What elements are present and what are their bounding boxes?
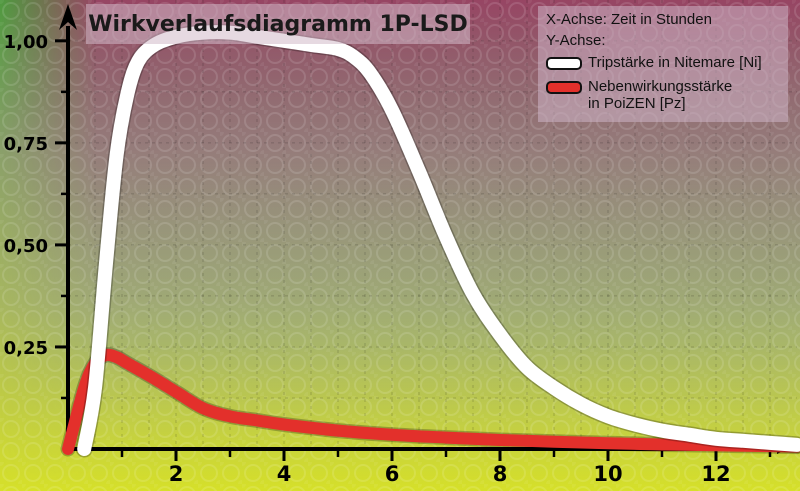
series-line-tripstaerke xyxy=(77,25,800,456)
y-tick-label: 0,50 xyxy=(4,236,48,257)
legend-x-axis-note: X-Achse: Zeit in Stunden xyxy=(546,11,712,28)
legend: X-Achse: Zeit in Stunden Y-Achse: Tripst… xyxy=(538,6,788,122)
legend-entry-side-effect: Nebenwirkungsstärke in PoiZEN [Pz] xyxy=(546,78,732,112)
legend-swatch-white xyxy=(546,57,582,70)
y-tick-label: 0,75 xyxy=(4,134,48,155)
x-tick-label: 2 xyxy=(169,462,184,486)
legend-label-trip: Tripstärke in Nitemare [Ni] xyxy=(588,54,762,71)
legend-swatch-red xyxy=(546,81,582,94)
y-tick-label: 1,00 xyxy=(4,32,48,53)
legend-entry-trip: Tripstärke in Nitemare [Ni] xyxy=(546,54,762,71)
x-tick-label: 6 xyxy=(385,462,400,486)
series-line-nebenwirkung xyxy=(62,348,800,455)
y-axis-arrow xyxy=(59,4,77,30)
title-box: Wirkverlaufsdiagramm 1P-LSD xyxy=(86,4,470,44)
legend-label-side-effect: Nebenwirkungsstärke in PoiZEN [Pz] xyxy=(588,78,733,112)
chart-title: Wirkverlaufsdiagramm 1P-LSD xyxy=(88,11,468,37)
x-tick-label: 12 xyxy=(701,462,730,486)
tick-labels: 2 4 6 8 10 12 0,25 0,50 0,75 1,00 xyxy=(4,32,731,486)
x-tick-label: 4 xyxy=(277,462,292,486)
legend-y-axis-note: Y-Achse: xyxy=(546,32,606,49)
y-tick-label: 0,25 xyxy=(4,338,48,359)
x-tick-label: 10 xyxy=(593,462,622,486)
series-group xyxy=(60,23,800,458)
x-tick-label: 8 xyxy=(493,462,508,486)
